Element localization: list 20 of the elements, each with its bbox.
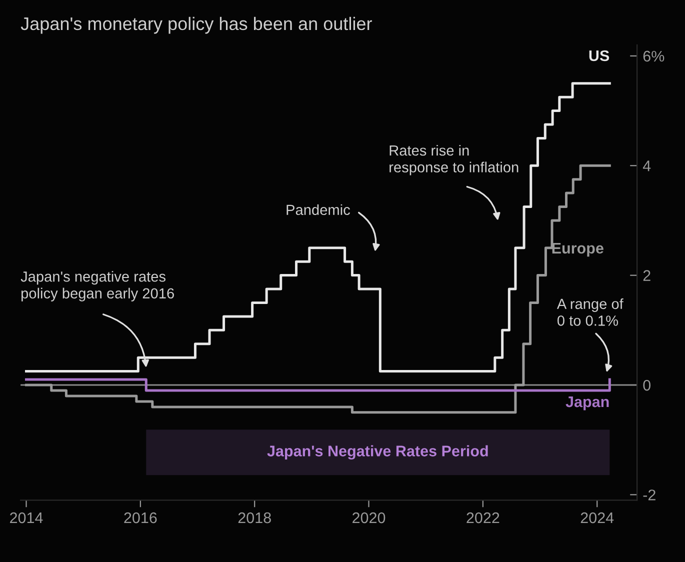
band-label: Japan's Negative Rates Period xyxy=(267,445,488,460)
chart-title: Japan's monetary policy has been an outlier xyxy=(20,16,372,34)
annotation: Japan's negative rates policy began early 2016 xyxy=(20,271,174,302)
x-tick-label: 2020 xyxy=(352,512,386,524)
y-tick-label: -2 xyxy=(643,490,656,500)
x-tick-label: 2018 xyxy=(238,512,271,524)
y-tick-label: 0 xyxy=(643,380,651,391)
x-tick-label: 2016 xyxy=(124,512,157,524)
y-tick-label: 6% xyxy=(643,50,664,62)
series-label: Japan xyxy=(566,396,609,410)
x-tick-label: 2022 xyxy=(466,512,500,524)
series-label: US xyxy=(589,50,610,62)
series-label: Europe xyxy=(552,242,604,257)
y-tick-label: 4 xyxy=(642,160,651,172)
annotation: Pandemic xyxy=(286,204,350,216)
x-tick-label: 2014 xyxy=(10,512,43,524)
y-tick-label: 2 xyxy=(643,270,650,281)
annotation: Rates rise in response to inflation xyxy=(390,144,518,176)
x-tick-label: 2024 xyxy=(580,512,614,524)
annotation: A range of 0 to 0.1% xyxy=(556,298,624,326)
